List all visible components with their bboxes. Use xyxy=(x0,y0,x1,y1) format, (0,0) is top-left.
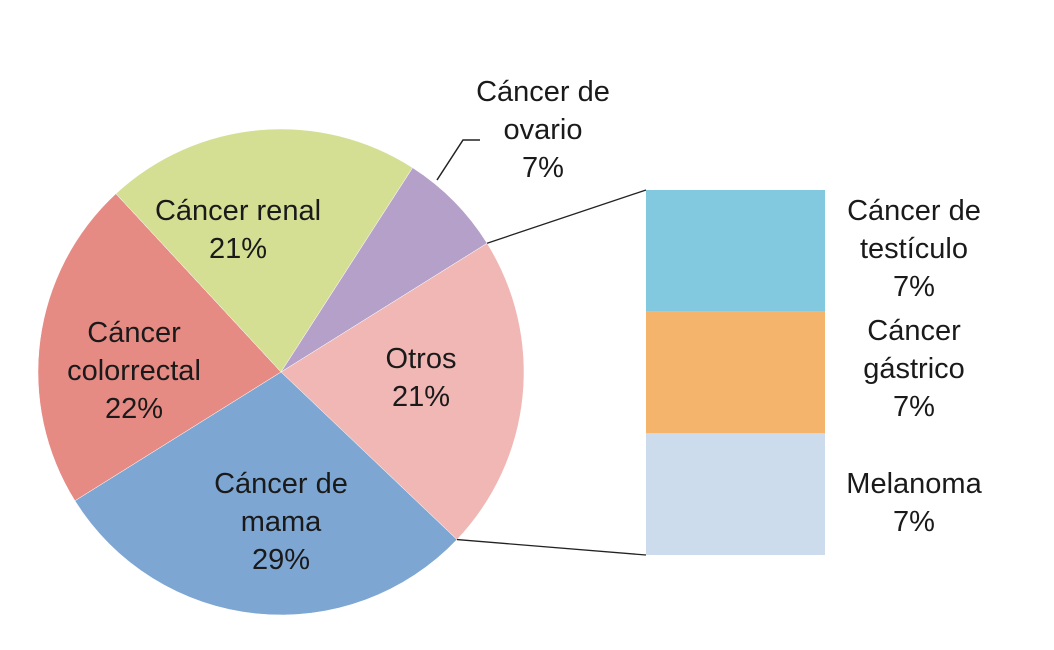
bar-label-gastrico-line: 7% xyxy=(893,391,935,423)
stacked-bar xyxy=(646,190,825,555)
data-labels: Otros 21% Cáncer de mama 29% Cáncer colorrecta… xyxy=(67,76,982,576)
pie-label-otros-line: Otros xyxy=(386,343,457,375)
pie-slice-mama xyxy=(74,371,458,616)
bar-label-gastrico-line: Cáncer xyxy=(867,315,961,347)
bar-segment-testiculo xyxy=(646,190,825,312)
bar-label-testiculo: Cáncer de testículo 7% xyxy=(847,195,981,303)
pie-label-colorrectal: Cáncer colorrectal 22% xyxy=(67,317,201,425)
ovario-leader-line xyxy=(436,139,480,181)
bar-label-testiculo-line: Cáncer de xyxy=(847,195,981,227)
pie-label-colorrectal-line: 22% xyxy=(105,393,163,425)
pie-label-ovario-line: 7% xyxy=(522,152,564,184)
bar-label-melanoma-line: Melanoma xyxy=(846,468,982,500)
connector-line-top xyxy=(486,189,647,244)
pie xyxy=(37,128,525,616)
bar-label-melanoma: Melanoma 7% xyxy=(846,468,982,538)
pie-label-mama-line: 29% xyxy=(252,544,310,576)
bar-label-gastrico-line: gástrico xyxy=(863,353,965,385)
pie-slice-colorrectal xyxy=(37,193,282,502)
pie-label-ovario-line: ovario xyxy=(504,114,583,146)
pie-label-otros-line: 21% xyxy=(392,381,450,413)
pie-label-otros: Otros 21% xyxy=(386,343,457,413)
pie-label-renal-line: Cáncer renal xyxy=(155,195,321,227)
bar-label-melanoma-line: 7% xyxy=(893,506,935,538)
pie-label-mama-line: Cáncer de xyxy=(214,468,348,500)
pie-label-colorrectal-line: colorrectal xyxy=(67,355,201,387)
pie-label-mama: Cáncer de mama 29% xyxy=(214,468,348,576)
bar-segment-melanoma xyxy=(646,433,825,555)
pie-slice-renal xyxy=(115,128,413,373)
pie-label-mama-line: mama xyxy=(241,506,322,538)
bar-label-gastrico: Cáncer gástrico 7% xyxy=(863,315,965,423)
pie-label-ovario: Cáncer de ovario 7% xyxy=(476,76,610,184)
bar-segment-gastrico xyxy=(646,311,825,434)
connector-lines xyxy=(436,139,647,556)
pie-slice-ovario xyxy=(280,167,488,373)
bar-label-testiculo-line: testículo xyxy=(860,233,968,265)
bar-label-testiculo-line: 7% xyxy=(893,271,935,303)
pie-slice-otros xyxy=(280,242,525,540)
pie-label-colorrectal-line: Cáncer xyxy=(87,317,181,349)
pie-label-renal: Cáncer renal 21% xyxy=(155,195,321,265)
pie-label-ovario-line: Cáncer de xyxy=(476,76,610,108)
connector-line-bottom xyxy=(456,538,647,556)
pie-label-renal-line: 21% xyxy=(209,233,267,265)
